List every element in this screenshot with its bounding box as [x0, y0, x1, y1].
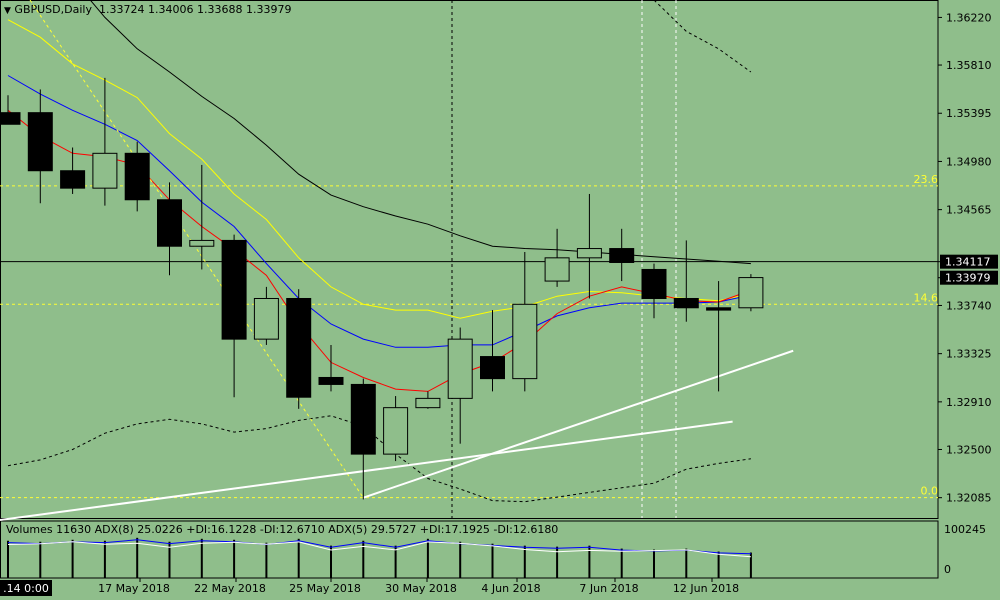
candle-body[interactable] — [221, 239, 247, 340]
candle-body[interactable] — [576, 248, 602, 259]
high-value: 1.34006 — [147, 3, 194, 16]
price-axis-label: 1.32910 — [946, 396, 992, 409]
price-axis-label: 1.32085 — [946, 492, 992, 505]
close-value: 1.33979 — [245, 3, 292, 16]
candle-body[interactable] — [706, 307, 732, 311]
time-axis-label: 22 May 2018 — [194, 582, 266, 595]
candle-body[interactable] — [480, 356, 505, 380]
fib-level-label: 14.6 — [914, 291, 939, 304]
price-axis-label: 1.34565 — [946, 204, 992, 217]
candle-body[interactable] — [92, 152, 118, 189]
ma-blue-line — [7, 75, 752, 348]
candle-body[interactable] — [124, 152, 150, 201]
low-value: 1.33688 — [196, 3, 243, 16]
trend-line[interactable] — [0, 420, 733, 521]
indicator-axis-label: 100245 — [944, 523, 986, 536]
candle-body[interactable] — [27, 112, 53, 172]
fib-level-label: 23.6 — [914, 173, 939, 186]
candle-body[interactable] — [544, 257, 570, 282]
candle-body[interactable] — [673, 297, 699, 309]
price-axis-label: 1.33325 — [946, 348, 992, 361]
candle-body[interactable] — [157, 199, 182, 247]
time-axis-label: 30 May 2018 — [385, 582, 457, 595]
candle-body[interactable] — [415, 397, 441, 409]
trend-line[interactable] — [362, 349, 794, 499]
ma-red-line — [7, 109, 752, 392]
fib-diagonal-line — [29, 0, 364, 498]
candle-body[interactable] — [738, 277, 764, 309]
price-axis-label: 1.34980 — [946, 155, 992, 168]
time-label-box — [0, 580, 52, 596]
timeframe-label: Daily — [64, 3, 92, 16]
candle-body[interactable] — [383, 407, 409, 455]
open-value: 1.33724 — [98, 3, 145, 16]
price-label-box — [940, 270, 998, 285]
symbol-label: GBPUSD — [14, 3, 61, 16]
indicator-pane-frame — [0, 520, 939, 579]
price-axis-label: 1.34117 — [945, 256, 991, 269]
candle-body[interactable] — [286, 297, 312, 398]
price-axis-label: 1.36220 — [946, 11, 992, 24]
price-axis-label: 1.33979 — [945, 272, 991, 285]
price-axis-label: 1.35395 — [946, 107, 992, 120]
time-axis-label: 7 Jun 2018 — [579, 582, 638, 595]
band-lower-line — [7, 415, 751, 503]
price-label-box — [940, 254, 998, 269]
candle-body[interactable] — [609, 248, 635, 263]
band-upper-line — [653, 0, 752, 73]
adx-line — [7, 539, 751, 555]
price-axis-label: 1.35810 — [946, 59, 992, 72]
time-axis-label: 17 May 2018 — [98, 582, 170, 595]
fib-level-label: 0.0 — [921, 485, 939, 498]
candle-body[interactable] — [189, 239, 215, 247]
candle-body[interactable] — [253, 297, 279, 340]
time-axis-label: 4 Jun 2018 — [481, 582, 540, 595]
di-line — [7, 541, 751, 558]
candle-body[interactable] — [318, 376, 344, 385]
time-axis-label: .14 0:00 — [3, 582, 49, 595]
candle-body[interactable] — [350, 383, 376, 455]
chart-header: ▼ GBPUSD,Daily 1.33724 1.34006 1.33688 1… — [4, 3, 292, 16]
ma-yellow-line — [7, 19, 752, 319]
price-axis-label: 1.32500 — [946, 443, 992, 456]
candle-body[interactable] — [447, 338, 473, 399]
candle-body[interactable] — [641, 268, 667, 299]
candle-body[interactable] — [0, 112, 21, 125]
indicator-label: Volumes 11630 ADX(8) 25.0226 +DI:16.1228… — [6, 523, 559, 536]
price-pane-frame — [0, 0, 939, 519]
time-axis-label: 12 Jun 2018 — [673, 582, 739, 595]
collapse-triangle-icon[interactable]: ▼ — [4, 6, 11, 16]
candle-body[interactable] — [512, 303, 538, 380]
candle-body[interactable] — [60, 170, 86, 189]
price-axis-label: 1.33740 — [946, 299, 992, 312]
time-axis-label: 25 May 2018 — [289, 582, 361, 595]
indicator-axis-label: 0 — [944, 563, 951, 576]
